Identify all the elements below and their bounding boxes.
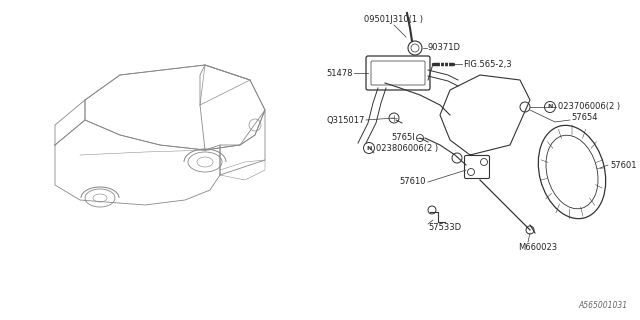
Text: N: N [547, 105, 553, 109]
Polygon shape [200, 65, 265, 150]
Text: FIG.565-2,3: FIG.565-2,3 [463, 60, 511, 68]
Text: 09501J310(1 ): 09501J310(1 ) [365, 15, 424, 25]
Text: A565001031: A565001031 [579, 301, 628, 310]
Text: 023706006(2 ): 023706006(2 ) [558, 102, 620, 111]
Polygon shape [55, 120, 220, 205]
Text: 57610: 57610 [399, 178, 426, 187]
Text: 57601: 57601 [610, 161, 637, 170]
Polygon shape [85, 65, 265, 150]
Text: M660023: M660023 [518, 244, 557, 252]
Text: 57533D: 57533D [428, 222, 461, 231]
Text: 57654: 57654 [571, 114, 598, 123]
Text: 023806006(2 ): 023806006(2 ) [376, 143, 438, 153]
Polygon shape [220, 110, 265, 175]
Text: N: N [366, 146, 372, 150]
Text: 90371D: 90371D [428, 44, 461, 52]
Text: Q315017: Q315017 [326, 116, 365, 124]
Text: 51478: 51478 [326, 68, 353, 77]
Text: 5765I: 5765I [391, 133, 415, 142]
Polygon shape [55, 100, 85, 145]
Polygon shape [440, 75, 530, 155]
